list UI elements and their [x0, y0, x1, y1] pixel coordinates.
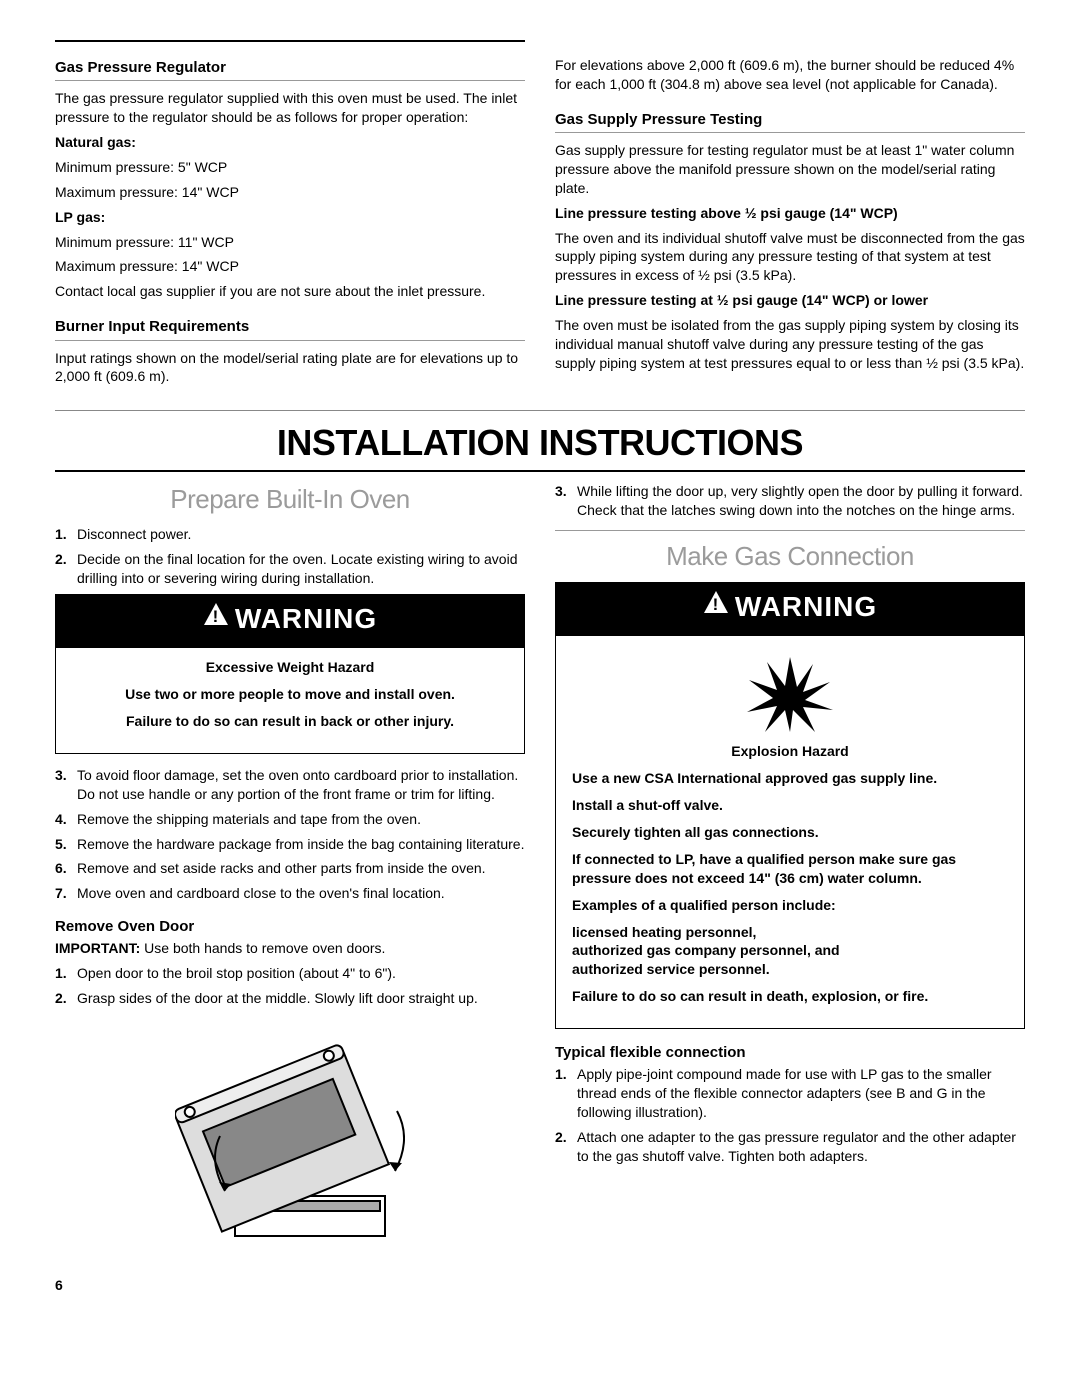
rule [55, 40, 525, 42]
prepare-steps-cont: 3.To avoid floor damage, set the oven on… [55, 766, 525, 903]
top-left-col: Gas Pressure Regulator The gas pressure … [55, 40, 525, 392]
heading-typical-connection: Typical flexible connection [555, 1043, 1025, 1063]
warning-banner: ! WARNING [55, 594, 525, 648]
body-text: For elevations above 2,000 ft (609.6 m),… [555, 56, 1025, 94]
step-text: To avoid floor damage, set the oven onto… [77, 766, 525, 804]
warning-line: Securely tighten all gas connections. [572, 823, 1008, 842]
warning-line: Failure to do so can result in back or o… [72, 712, 508, 731]
important-note: IMPORTANT: Use both hands to remove oven… [55, 939, 525, 958]
warning-label: WARNING [735, 591, 877, 622]
warning-heading: Excessive Weight Hazard [72, 658, 508, 677]
important-label: IMPORTANT: [55, 940, 140, 956]
list-item: 3.To avoid floor damage, set the oven on… [55, 766, 525, 804]
step-text: While lifting the door up, very slightly… [577, 482, 1025, 520]
warning-line: authorized gas company personnel, and [572, 941, 1008, 960]
section-title-installation: INSTALLATION INSTRUCTIONS [55, 419, 1025, 468]
step-text: Remove the shipping materials and tape f… [77, 810, 525, 829]
step-text: Open door to the broil stop position (ab… [77, 964, 525, 983]
list-item: 6.Remove and set aside racks and other p… [55, 859, 525, 878]
body-text: The oven and its individual shutoff valv… [555, 229, 1025, 286]
list-item: 1.Open door to the broil stop position (… [55, 964, 525, 983]
warning-box-explosion: Explosion Hazard Use a new CSA Internati… [555, 635, 1025, 1029]
warning-triangle-icon: ! [203, 598, 229, 636]
important-text: Use both hands to remove oven doors. [140, 940, 385, 956]
heading-remove-door: Remove Oven Door [55, 917, 525, 937]
top-section: Gas Pressure Regulator The gas pressure … [55, 40, 1025, 392]
list-item: 1.Disconnect power. [55, 525, 525, 544]
page-number: 6 [55, 1276, 1025, 1295]
label-lp-gas: LP gas: [55, 208, 525, 227]
warning-triangle-icon: ! [703, 586, 729, 624]
label-line-below: Line pressure testing at ½ psi gauge (14… [555, 291, 1025, 310]
list-item: 2.Attach one adapter to the gas pressure… [555, 1128, 1025, 1166]
warning-label: WARNING [235, 603, 377, 634]
warning-line: Install a shut-off valve. [572, 796, 1008, 815]
step-text: Grasp sides of the door at the middle. S… [77, 989, 525, 1008]
prepare-steps: 1.Disconnect power. 2.Decide on the fina… [55, 525, 525, 588]
list-item: 1.Apply pipe-joint compound made for use… [555, 1065, 1025, 1122]
body-text: Contact local gas supplier if you are no… [55, 282, 525, 301]
body-text: Maximum pressure: 14" WCP [55, 257, 525, 276]
step-text: Decide on the final location for the ove… [77, 550, 525, 588]
warning-line: Use two or more people to move and insta… [72, 685, 508, 704]
heading-gas-supply-testing: Gas Supply Pressure Testing [555, 110, 1025, 130]
warning-line: authorized service personnel. [572, 960, 1008, 979]
explosion-icon [745, 652, 835, 732]
label-natural-gas: Natural gas: [55, 133, 525, 152]
step-text: Disconnect power. [77, 525, 525, 544]
heading-burner-input: Burner Input Requirements [55, 317, 525, 337]
list-item: 3.While lifting the door up, very slight… [555, 482, 1025, 520]
remove-door-steps: 1.Open door to the broil stop position (… [55, 964, 525, 1008]
step-text: Remove the hardware package from inside … [77, 835, 525, 854]
install-right-col: 3.While lifting the door up, very slight… [555, 476, 1025, 1246]
rule [555, 132, 1025, 133]
door-step-3: 3.While lifting the door up, very slight… [555, 482, 1025, 520]
step-text: Attach one adapter to the gas pressure r… [577, 1128, 1025, 1166]
body-text: Minimum pressure: 5" WCP [55, 158, 525, 177]
rule [55, 340, 525, 341]
warning-line: If connected to LP, have a qualified per… [572, 850, 1008, 888]
body-text: The gas pressure regulator supplied with… [55, 89, 525, 127]
step-text: Move oven and cardboard close to the ove… [77, 884, 525, 903]
list-item: 7.Move oven and cardboard close to the o… [55, 884, 525, 903]
list-item: 2.Grasp sides of the door at the middle.… [55, 989, 525, 1008]
warning-box-weight: Excessive Weight Hazard Use two or more … [55, 647, 525, 754]
step-text: Apply pipe-joint compound made for use w… [577, 1065, 1025, 1122]
subheading-prepare-oven: Prepare Built-In Oven [55, 482, 525, 517]
warning-banner: ! WARNING [555, 582, 1025, 636]
body-text: The oven must be isolated from the gas s… [555, 316, 1025, 373]
body-text: Gas supply pressure for testing regulato… [555, 141, 1025, 198]
svg-text:!: ! [212, 607, 219, 626]
warning-line: Examples of a qualified person include: [572, 896, 1008, 915]
top-right-col: For elevations above 2,000 ft (609.6 m),… [555, 40, 1025, 392]
typical-connection-steps: 1.Apply pipe-joint compound made for use… [555, 1065, 1025, 1165]
list-item: 4.Remove the shipping materials and tape… [55, 810, 525, 829]
label-line-above: Line pressure testing above ½ psi gauge … [555, 204, 1025, 223]
list-item: 5.Remove the hardware package from insid… [55, 835, 525, 854]
list-item: 2.Decide on the final location for the o… [55, 550, 525, 588]
warning-line: licensed heating personnel, [572, 923, 1008, 942]
install-left-col: Prepare Built-In Oven 1.Disconnect power… [55, 476, 525, 1246]
rule [55, 80, 525, 81]
step-text: Remove and set aside racks and other par… [77, 859, 525, 878]
warning-heading: Explosion Hazard [572, 742, 1008, 761]
heading-gas-pressure-regulator: Gas Pressure Regulator [55, 58, 525, 78]
subheading-make-gas: Make Gas Connection [555, 539, 1025, 574]
rule [55, 470, 1025, 472]
warning-line: Use a new CSA International approved gas… [572, 769, 1008, 788]
warning-line: Failure to do so can result in death, ex… [572, 987, 1008, 1006]
install-section: Prepare Built-In Oven 1.Disconnect power… [55, 476, 1025, 1246]
body-text: Input ratings shown on the model/serial … [55, 349, 525, 387]
body-text: Minimum pressure: 11" WCP [55, 233, 525, 252]
rule [555, 530, 1025, 531]
oven-door-illustration [175, 1016, 405, 1246]
body-text: Maximum pressure: 14" WCP [55, 183, 525, 202]
svg-text:!: ! [712, 595, 719, 614]
section-divider [55, 410, 1025, 411]
